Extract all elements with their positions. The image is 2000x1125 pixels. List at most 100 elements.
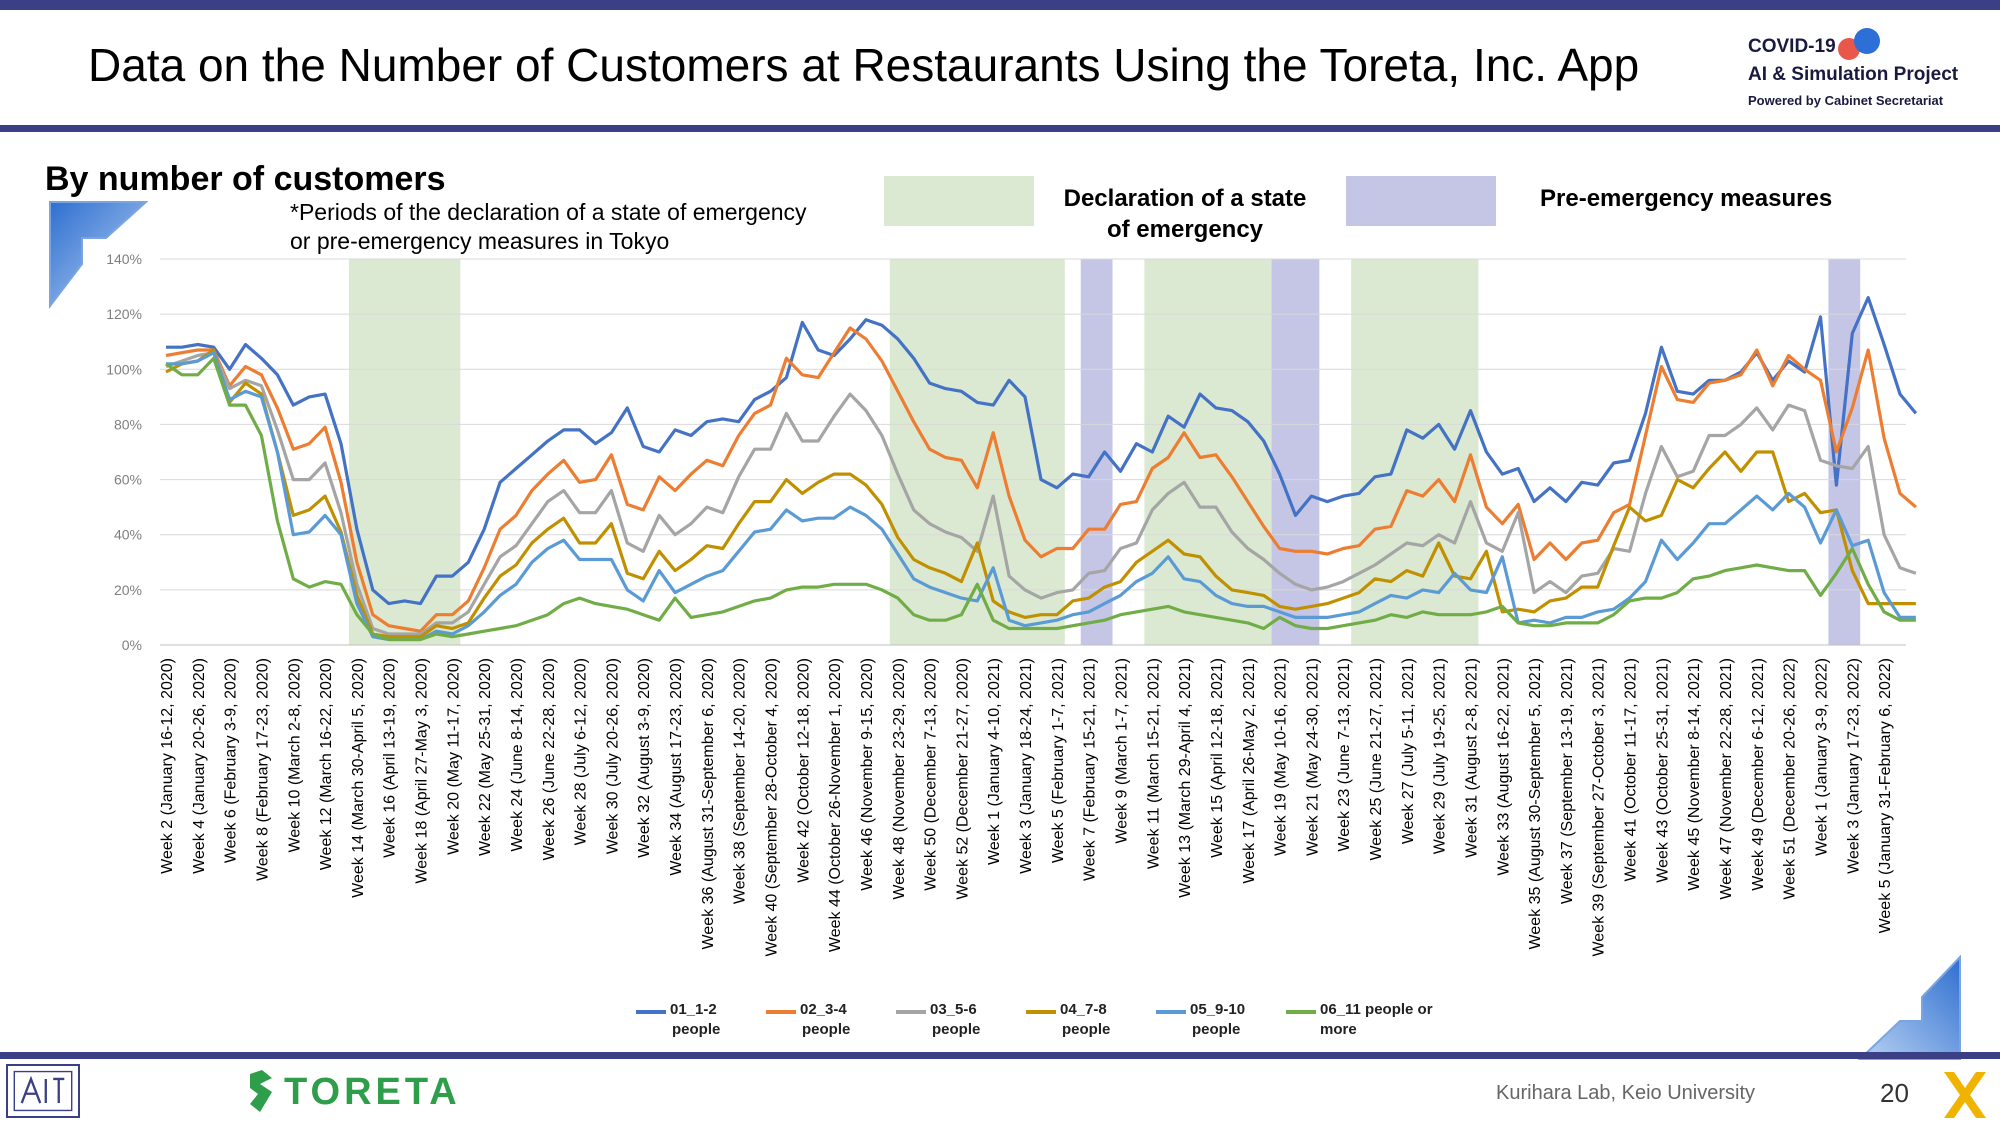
x-tick-label: Week 2 (January 16-12, 2020) xyxy=(159,658,176,874)
x-tick-label: Week 4 (January 20-26, 2020) xyxy=(191,658,208,874)
x-tick-label: Week 10 (March 2-8, 2020) xyxy=(286,658,303,852)
pre-emergency-period-1 xyxy=(1080,259,1113,645)
x-tick-label: Week 50 (December 7-13, 2020) xyxy=(923,658,940,891)
legend-swatch-5 xyxy=(1156,1010,1186,1014)
logo-blue-dot xyxy=(1854,28,1880,54)
x-tick-label: Week 32 (August 3-9, 2020) xyxy=(636,658,653,858)
logo-line-1: COVID-19 xyxy=(1748,36,1836,57)
series-line-2 xyxy=(165,326,1917,633)
period-note-line-2: or pre-emergency measures in Tokyo xyxy=(290,228,670,254)
y-tick-label: 20% xyxy=(114,582,142,598)
customers-line-chart: 0% 20% 40% 60% 80% 100% 120% 140% Week 2 (Janua… xyxy=(106,251,1918,957)
series-line-6 xyxy=(165,356,1916,642)
x-tick-label: Week 39 (September 27-October 3, 2021) xyxy=(1591,658,1608,957)
series-line-3 xyxy=(165,351,1917,636)
emergency-period-4 xyxy=(1351,259,1479,645)
x-tick-label: Week 12 (March 16-22, 2020) xyxy=(318,658,335,870)
legend-label-2: 02_3-4 people xyxy=(800,1001,851,1038)
x-tick-label: Week 20 (May 11-17, 2020) xyxy=(445,658,462,855)
x-tick-label: Week 16 (April 13-19, 2020) xyxy=(382,658,399,858)
x-tick-label: Week 41 (October 11-17, 2021) xyxy=(1623,658,1640,882)
x-tick-label: Week 36 (August 31-September 6, 2020) xyxy=(700,658,717,949)
x-tick-label: Week 35 (August 30-September 5, 2021) xyxy=(1527,658,1544,949)
x-axis-ticks: Week 2 (January 16-12, 2020) Week 4 (Janu… xyxy=(159,658,1894,957)
x-tick-label: Week 25 (June 21-27, 2021) xyxy=(1368,658,1385,861)
x-tick-label: Week 6 (February 3-9, 2020) xyxy=(223,658,240,863)
x-tick-label: Week 42 (October 12-18, 2020) xyxy=(795,658,812,883)
x-tick-label: Week 5 (January 31-February 6, 2022) xyxy=(1877,658,1894,933)
x-tick-label: Week 11 (March 15-21, 2021) xyxy=(1145,658,1162,869)
emergency-legend-line-1: Declaration of a state xyxy=(1063,185,1307,212)
x-tick-label: Week 27 (July 5-11, 2021) xyxy=(1400,658,1417,844)
legend-label-1: 01_1-2 people xyxy=(670,1001,721,1038)
series-line-5 xyxy=(166,351,1916,642)
title-underline-band xyxy=(0,125,2000,132)
pre-emergency-period-2 xyxy=(1271,259,1320,645)
series-line-1 xyxy=(166,296,1918,606)
bottom-band xyxy=(0,1052,2000,1059)
x-tick-label: Week 8 (February 17-23, 2020) xyxy=(254,658,271,881)
x-tick-label: Week 43 (October 25-31, 2021) xyxy=(1654,658,1671,883)
x-tick-label: Week 17 (April 26-May 2, 2021) xyxy=(1241,658,1258,884)
period-shading xyxy=(348,259,1861,645)
x-tick-label: Week 49 (December 6-12, 2021) xyxy=(1750,658,1767,891)
x-tick-label: Week 28 (July 6-12, 2020) xyxy=(573,658,590,845)
y-tick-label: 0% xyxy=(122,637,142,653)
legend-swatch-4 xyxy=(1026,1010,1056,1014)
x-tick-label: Week 14 (March 30-April 5, 2020) xyxy=(350,658,367,898)
x-tick-label: Week 31 (August 2-8, 2021) xyxy=(1464,658,1481,858)
x-tick-label: Week 3 (January 18-24, 2021) xyxy=(1018,658,1035,874)
x-tick-label: Week 33 (August 16-22, 2021) xyxy=(1495,658,1512,876)
x-tick-label: Week 1 (January 4-10, 2021) xyxy=(986,658,1003,865)
covid-project-logo: COVID-19 AI & Simulation Project Powered… xyxy=(1748,28,1988,112)
legend-label-6: 06_11 people or more xyxy=(1320,1001,1433,1038)
y-tick-label: 40% xyxy=(114,527,142,543)
pre-emergency-legend-swatch xyxy=(1346,176,1496,226)
emergency-period-1 xyxy=(348,259,461,645)
legend-label-4: 04_7-8 people xyxy=(1060,1001,1111,1038)
logo-line-2: AI & Simulation Project xyxy=(1748,64,1959,85)
series-line-4 xyxy=(165,348,1916,639)
legend-label-3: 03_5-6 people xyxy=(930,1001,981,1038)
x-tick-label: Week 24 (June 8-14, 2020) xyxy=(509,658,526,852)
legend-label-5: 05_9-10 people xyxy=(1190,1001,1246,1038)
lab-credit: Kurihara Lab, Keio University xyxy=(1496,1082,1756,1104)
corner-decoration-bottom-right xyxy=(1857,955,1961,1060)
x-tick-label: Week 26 (June 22-28, 2020) xyxy=(541,658,558,861)
pre-emergency-legend-label: Pre-emergency measures xyxy=(1540,185,1833,212)
y-tick-label: 80% xyxy=(114,416,142,432)
x-tick-label: Week 30 (July 20-26, 2020) xyxy=(604,658,621,854)
x-tick-label: Week 38 (September 14-20, 2020) xyxy=(732,658,749,904)
toreta-mark-icon xyxy=(250,1070,272,1112)
x-tick-label: Week 37 (September 13-19, 2021) xyxy=(1559,658,1576,904)
x-tick-label: Week 48 (November 23-29, 2020) xyxy=(891,658,908,900)
x-tick-label: Week 40 (September 28-October 4, 2020) xyxy=(764,658,781,957)
x-tick-label: Week 45 (November 8-14, 2021) xyxy=(1686,658,1703,891)
x-tick-label: Week 22 (May 25-31, 2020) xyxy=(477,658,494,856)
legend-swatch-6 xyxy=(1286,1010,1316,1014)
legend-swatch-1 xyxy=(636,1010,666,1014)
emergency-legend-line-2: of emergency xyxy=(1106,216,1264,243)
keio-lab-logo-icon xyxy=(6,1064,80,1118)
page-title: Data on the Number of Customers at Resta… xyxy=(88,39,1640,91)
x-tick-label: Week 21 (May 24-30, 2021) xyxy=(1304,658,1321,856)
x-tick-label: Week 29 (July 19-25, 2021) xyxy=(1432,658,1449,854)
y-tick-label: 120% xyxy=(106,306,142,322)
toreta-brand: TORETA xyxy=(284,1071,461,1113)
x-tick-label: Week 1 (January 3-9, 2022) xyxy=(1814,658,1831,856)
x-tick-label: Week 5 (February 1-7, 2021) xyxy=(1050,658,1067,863)
x-tick-label: Week 47 (November 22-28, 2021) xyxy=(1718,658,1735,900)
x-tick-label: Week 15 (April 12-18, 2021) xyxy=(1209,658,1226,858)
y-tick-label: 100% xyxy=(106,361,142,377)
x-tick-label: Week 19 (May 10-16, 2021) xyxy=(1273,658,1290,856)
emergency-legend-label: Declaration of a state of emergency xyxy=(1040,183,1330,245)
y-tick-label: 140% xyxy=(106,251,142,267)
series-lines xyxy=(165,296,1918,642)
x-tick-label: Week 7 (February 15-21, 2021) xyxy=(1082,658,1099,881)
top-band xyxy=(0,0,2000,10)
y-axis-ticks: 0% 20% 40% 60% 80% 100% 120% 140% xyxy=(106,251,142,653)
x-tick-label: Week 34 (August 17-23, 2020) xyxy=(668,658,685,876)
x-tick-label: Week 44 (October 26-November 1, 2020) xyxy=(827,658,844,952)
x-tick-label: Week 23 (June 7-13, 2021) xyxy=(1336,658,1353,852)
gridlines xyxy=(160,258,1906,646)
